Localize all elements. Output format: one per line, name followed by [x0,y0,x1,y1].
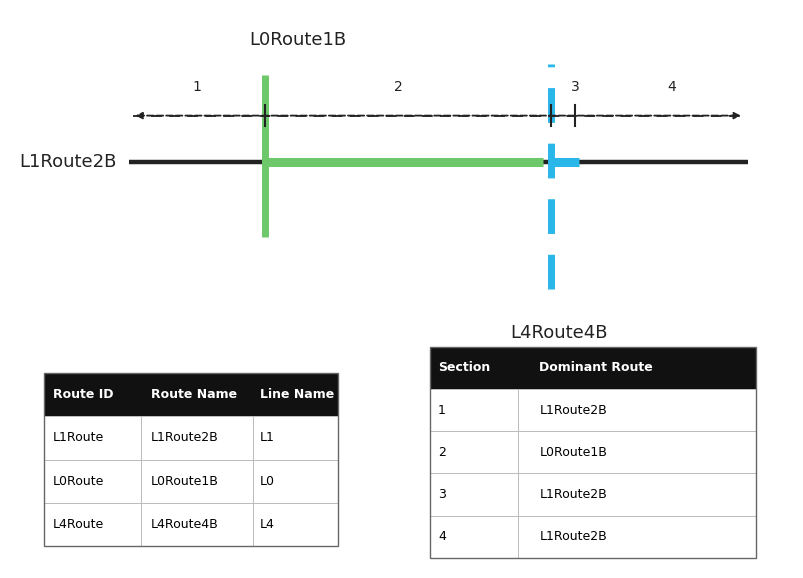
Bar [430,347,755,558]
Text: Section: Section [438,361,490,375]
Bar [141,416,252,460]
Bar [252,373,337,416]
Bar [252,503,337,546]
Bar [430,473,517,516]
Text: 1: 1 [438,403,446,417]
Text: L0Route1B: L0Route1B [249,31,346,49]
Text: L1Route2B: L1Route2B [539,488,606,501]
Bar [430,516,517,558]
Text: 3: 3 [570,80,578,94]
Text: 2: 2 [393,80,402,94]
Bar [141,373,252,416]
Text: L1Route2B: L1Route2B [151,431,218,444]
Bar [252,460,337,503]
Bar [44,416,141,460]
Text: L1Route2B: L1Route2B [19,153,116,171]
Bar [517,516,755,558]
Text: 2: 2 [438,446,446,459]
Text: 4: 4 [438,530,446,543]
Bar [517,473,755,516]
Text: 3: 3 [438,488,446,501]
Text: L4Route4B: L4Route4B [510,324,607,342]
Bar [430,389,517,431]
Text: L0Route: L0Route [53,475,104,488]
Text: L4Route4B: L4Route4B [151,518,218,531]
Bar [517,347,755,389]
Text: Route ID: Route ID [53,388,113,401]
Bar [430,431,517,473]
Text: L1Route: L1Route [53,431,104,444]
Text: 4: 4 [666,80,675,94]
Text: L0: L0 [260,475,275,488]
Text: L1: L1 [260,431,275,444]
Text: L1Route2B: L1Route2B [539,403,606,417]
Text: L0Route1B: L0Route1B [539,446,606,459]
Bar [252,416,337,460]
Bar [44,503,141,546]
Text: L4Route: L4Route [53,518,104,531]
Bar [44,460,141,503]
Text: L0Route1B: L0Route1B [151,475,218,488]
Bar [430,347,517,389]
Bar [141,503,252,546]
Bar [517,389,755,431]
Bar [517,431,755,473]
Text: L4: L4 [260,518,275,531]
Text: Route Name: Route Name [151,388,237,401]
Bar [141,460,252,503]
Text: Dominant Route: Dominant Route [539,361,652,375]
Bar [44,373,141,416]
Text: L1Route2B: L1Route2B [539,530,606,543]
Text: 1: 1 [192,80,202,94]
Bar [44,373,337,546]
Text: Line Name: Line Name [260,388,334,401]
